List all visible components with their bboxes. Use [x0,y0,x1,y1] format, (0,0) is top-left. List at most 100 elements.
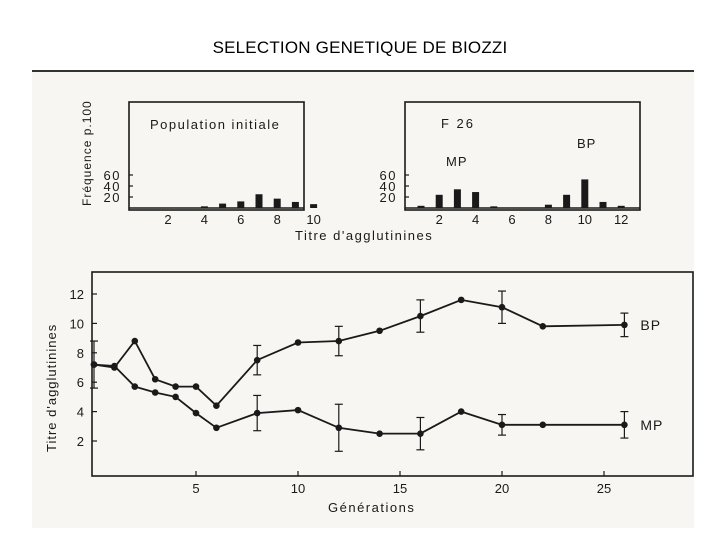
bar-2 [435,194,443,208]
bar-9 [563,194,571,208]
bar-10 [310,204,318,208]
point-bp-6 [213,402,220,410]
annotation-mp: MP [446,154,468,169]
ytick-label-1: 40 [380,179,397,194]
panel-generations-yaxis: 2 4 6 8 10 12 [70,287,97,449]
ytick-label-1: 4 [77,405,84,420]
panel-f26-title: F 26 [441,116,475,131]
point-bp-4 [172,383,179,390]
panel-f26-frame [404,101,641,211]
xtick-label-2: 15 [393,481,407,496]
series-line-bp [93,298,625,407]
xtick-label-0: 5 [192,481,199,496]
point-bp-2 [131,337,139,345]
point-bp-18 [457,296,465,304]
point-mp-3 [151,389,159,396]
xtick-label-3: 8 [274,212,281,227]
point-mp-8 [253,409,261,417]
panel-initial-xaxis: 2 4 6 8 10 [129,207,321,227]
panel-initial-ylabel: Fréquence p.100 [80,100,94,206]
xtick-label-2: 6 [508,212,515,227]
ytick-label-5: 12 [70,287,84,302]
xtick-label-3: 20 [495,481,509,496]
bar-1 [417,205,425,208]
panel-f26-xaxis: 2 4 6 8 10 12 [405,207,640,227]
point-bp-20 [498,303,506,311]
bar-4 [200,206,208,208]
bar-8 [273,198,281,208]
point-mp-1 [111,362,118,370]
xtick-label-4: 10 [578,212,592,227]
point-mp-14 [376,430,383,437]
ytick-label-2: 6 [77,375,84,390]
bar-11 [599,201,607,208]
ytick-label-3: 8 [77,346,84,361]
point-mp-26 [621,421,628,429]
xtick-label-2: 6 [237,212,244,227]
xtick-label-1: 10 [291,481,305,496]
panel-initial-bars [200,194,318,208]
series-label-mp: MP [640,417,663,433]
annotation-bp: BP [577,136,596,151]
ytick-label-2: 60 [380,168,397,183]
panel-initial-title: Population initiale [150,117,280,132]
panel-generations-xaxis: 5 10 15 20 25 [192,471,611,496]
bar-9 [291,201,299,208]
point-mp-16 [417,430,424,437]
figure-canvas: Population initiale Fréquence p.100 2040… [44,100,694,515]
xtick-label-4: 10 [306,212,320,227]
point-mp-18 [457,408,465,415]
point-bp-22 [539,323,547,330]
point-bp-12 [335,337,343,345]
scanned-figure: Population initiale Fréquence p.100 20 40… [32,70,694,528]
bar-12 [617,205,625,208]
xtick-label-0: 2 [436,212,443,227]
point-bp-3 [151,375,159,383]
panel-generations-ylabel: Titre d'agglutinines [44,324,59,452]
bar-5 [490,206,498,208]
point-bp-26 [621,321,628,329]
xtick-label-4: 25 [597,481,611,496]
xtick-label-5: 12 [614,212,628,227]
xtick-label-0: 2 [164,212,171,227]
panel-f26-xlabel: Titre d'agglutinines [295,228,433,243]
ytick-label-0: 20 [380,190,397,205]
bar-10 [581,179,589,208]
point-mp-20 [498,421,506,429]
point-mp-4 [172,393,179,401]
bar-5 [219,203,227,208]
point-bp-14 [376,327,383,335]
ytick-label-0: 2 [77,434,84,449]
bar-6 [237,201,245,208]
panel-f26-bars [417,179,625,208]
point-mp-22 [539,421,547,429]
bar-8 [544,204,552,208]
bar-3 [453,189,461,208]
ytick-label-1: 40 [104,179,121,194]
point-bp-8 [253,356,261,364]
series-label-bp: BP [640,317,661,333]
panel-generations-frame [91,271,694,477]
ytick-label-4: 10 [70,316,84,331]
bar-4 [472,192,480,208]
xtick-label-1: 4 [201,212,208,227]
series-line-mp [93,363,625,435]
xtick-label-3: 8 [545,212,552,227]
point-mp-0 [90,361,98,368]
point-mp-5 [192,409,200,417]
point-mp-12 [335,424,343,432]
ytick-label-2: 60 [104,168,121,183]
point-bp-5 [192,383,200,390]
ytick-label-0: 20 [104,190,121,205]
slide-title: SELECTION GENETIQUE DE BIOZZI [212,38,508,57]
point-mp-6 [213,424,220,432]
panel-generations-xlabel: Générations [328,500,415,515]
panel-initial-frame [128,101,305,211]
point-bp-10 [294,339,302,346]
point-mp-2 [131,383,139,390]
point-bp-16 [417,312,424,320]
bar-7 [255,194,263,208]
xtick-label-1: 4 [472,212,479,227]
